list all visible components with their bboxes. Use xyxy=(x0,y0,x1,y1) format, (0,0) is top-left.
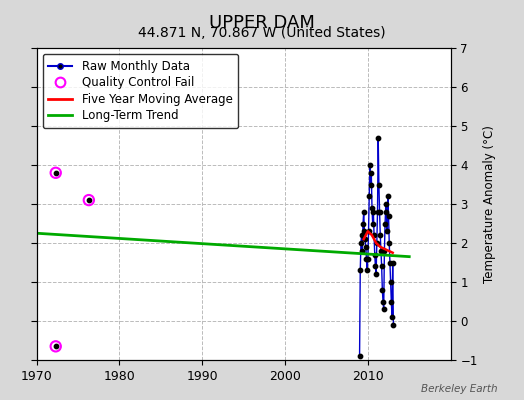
Point xyxy=(383,228,391,234)
Point xyxy=(383,209,391,215)
Point xyxy=(364,255,372,262)
Point xyxy=(363,267,372,274)
Point xyxy=(371,263,379,270)
Point xyxy=(370,252,379,258)
Point xyxy=(368,220,377,227)
Point xyxy=(387,298,396,305)
Point xyxy=(373,240,381,246)
Point xyxy=(378,286,387,293)
Point xyxy=(364,228,373,234)
Point xyxy=(51,170,60,176)
Point xyxy=(361,236,369,242)
Point xyxy=(85,197,93,203)
Point xyxy=(386,279,395,285)
Point xyxy=(355,353,364,359)
Point xyxy=(362,244,370,250)
Point xyxy=(51,343,60,350)
Point xyxy=(373,209,381,215)
Point xyxy=(85,197,93,203)
Point xyxy=(384,193,392,199)
Point xyxy=(380,248,389,254)
Text: 44.871 N, 70.867 W (United States): 44.871 N, 70.867 W (United States) xyxy=(138,26,386,40)
Point xyxy=(376,232,385,238)
Text: UPPER DAM: UPPER DAM xyxy=(209,14,315,32)
Point xyxy=(369,209,378,215)
Point xyxy=(357,240,365,246)
Point xyxy=(388,259,397,266)
Text: Berkeley Earth: Berkeley Earth xyxy=(421,384,498,394)
Point xyxy=(375,209,384,215)
Point xyxy=(372,271,380,278)
Point xyxy=(377,248,385,254)
Point xyxy=(365,193,374,199)
Point xyxy=(375,181,383,188)
Point xyxy=(381,201,390,207)
Point xyxy=(377,263,386,270)
Point xyxy=(370,232,378,238)
Point xyxy=(356,267,365,274)
Point xyxy=(385,212,393,219)
Point xyxy=(367,170,376,176)
Point xyxy=(359,209,368,215)
Point xyxy=(366,162,374,168)
Point xyxy=(358,248,366,254)
Point xyxy=(362,255,370,262)
Point xyxy=(386,259,394,266)
Point xyxy=(389,322,398,328)
Point xyxy=(368,205,376,211)
Legend: Raw Monthly Data, Quality Control Fail, Five Year Moving Average, Long-Term Tren: Raw Monthly Data, Quality Control Fail, … xyxy=(42,54,238,128)
Point xyxy=(374,134,383,141)
Point xyxy=(357,232,366,238)
Y-axis label: Temperature Anomaly (°C): Temperature Anomaly (°C) xyxy=(483,125,496,283)
Point xyxy=(51,343,60,350)
Point xyxy=(359,220,367,227)
Point xyxy=(379,298,387,305)
Point xyxy=(366,181,375,188)
Point xyxy=(385,240,394,246)
Point xyxy=(379,306,388,312)
Point xyxy=(360,228,368,234)
Point xyxy=(51,170,60,176)
Point xyxy=(381,220,389,227)
Point xyxy=(388,314,396,320)
